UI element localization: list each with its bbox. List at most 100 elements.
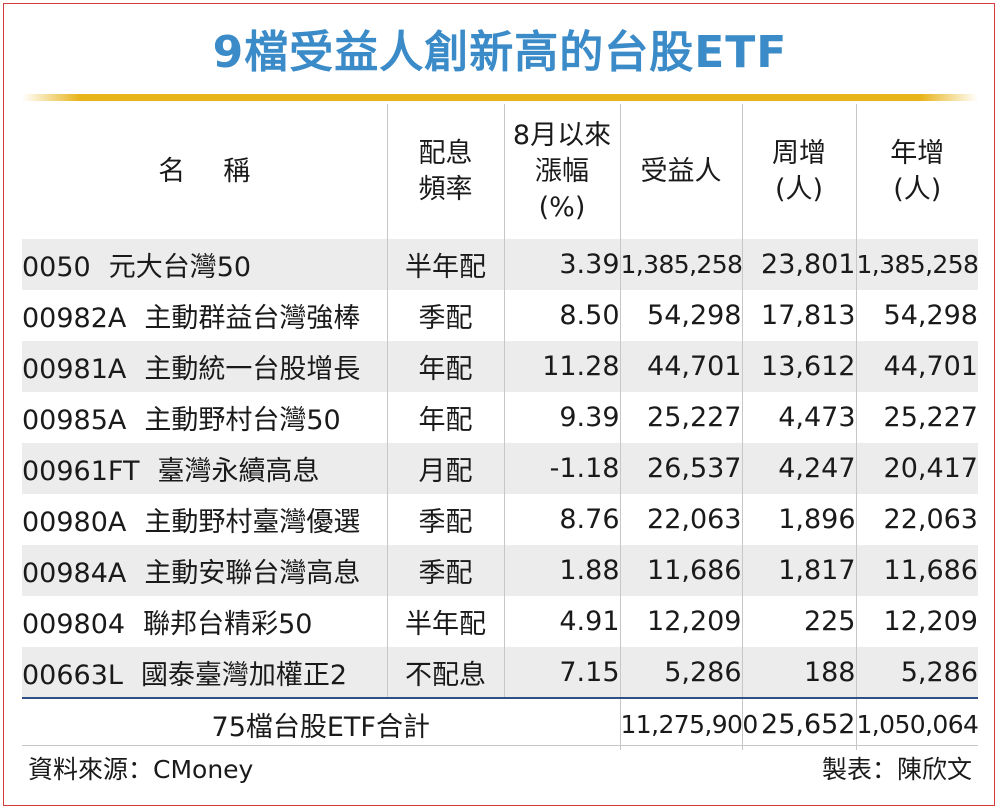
header-change-line1: 8月以來 bbox=[512, 119, 612, 151]
dividend-frequency: 年配 bbox=[387, 341, 505, 392]
yearly-increase: 5,286 bbox=[856, 647, 978, 698]
etf-name-cell: 00961FT 臺灣永續高息 bbox=[22, 443, 388, 494]
header-change: 8月以來 漲幅 (%) bbox=[504, 104, 621, 239]
yearly-increase: 11,686 bbox=[856, 545, 978, 596]
title-underline bbox=[22, 94, 978, 101]
etf-name: 主動安聯台灣高息 bbox=[144, 558, 361, 589]
header-yearly: 年增 (人) bbox=[856, 104, 978, 239]
etf-name: 聯邦台精彩50 bbox=[143, 609, 313, 640]
weekly-increase: 1,896 bbox=[742, 494, 857, 545]
yearly-increase: 44,701 bbox=[856, 341, 978, 392]
beneficiary-count: 26,537 bbox=[620, 443, 743, 494]
weekly-increase: 188 bbox=[742, 647, 857, 698]
footer-divider bbox=[22, 745, 978, 746]
beneficiary-count: 1,385,258 bbox=[620, 239, 743, 290]
table-header-row: 名稱 配息 頻率 8月以來 漲幅 (%) 受益人 周增 (人) 年增 (人) bbox=[22, 104, 978, 239]
header-frequency-line2: 頻率 bbox=[418, 173, 473, 205]
weekly-increase: 4,247 bbox=[742, 443, 857, 494]
etf-code: 00981A bbox=[22, 354, 127, 385]
etf-name-cell: 00982A 主動群益台灣強棒 bbox=[22, 290, 388, 341]
dividend-frequency: 季配 bbox=[387, 290, 505, 341]
etf-name-cell: 0050 元大台灣50 bbox=[22, 239, 388, 290]
price-change: 8.76 bbox=[504, 494, 621, 545]
yearly-increase: 12,209 bbox=[856, 596, 978, 647]
price-change: 11.28 bbox=[504, 341, 621, 392]
data-source: 資料來源：CMoney bbox=[28, 755, 254, 784]
etf-name: 元大台灣50 bbox=[108, 252, 252, 283]
beneficiary-count: 12,209 bbox=[620, 596, 743, 647]
table-row: 00982A 主動群益台灣強棒 季配 8.50 54,298 17,813 54,… bbox=[22, 290, 978, 341]
header-change-line3: (%) bbox=[538, 191, 586, 223]
price-change: -1.18 bbox=[504, 443, 621, 494]
page-title: 9檔受益人創新高的台股ETF bbox=[212, 27, 788, 78]
table-row: 00980A 主動野村臺灣優選 季配 8.76 22,063 1,896 22,0… bbox=[22, 494, 978, 545]
etf-code: 00982A bbox=[22, 303, 127, 334]
yearly-increase: 25,227 bbox=[856, 392, 978, 443]
table-row: 00985A 主動野村台灣50 年配 9.39 25,227 4,473 25,2… bbox=[22, 392, 978, 443]
table-row: 009804 聯邦台精彩50 半年配 4.91 12,209 225 12,209 bbox=[22, 596, 978, 647]
etf-code: 009804 bbox=[22, 609, 126, 640]
header-frequency-line1: 配息 bbox=[418, 137, 473, 169]
etf-name: 國泰臺灣加權正2 bbox=[140, 659, 348, 691]
dividend-frequency: 季配 bbox=[387, 545, 505, 596]
table-row: 00984A 主動安聯台灣高息 季配 1.88 11,686 1,817 11,6… bbox=[22, 545, 978, 596]
yearly-increase: 22,063 bbox=[856, 494, 978, 545]
header-weekly-line1: 周增 bbox=[772, 137, 826, 169]
weekly-increase: 4,473 bbox=[742, 392, 857, 443]
header-yearly-line2: (人) bbox=[893, 173, 942, 205]
beneficiary-count: 54,298 bbox=[620, 290, 743, 341]
total-row: 75檔台股ETF合計 11,275,900 25,652 1,050,064 bbox=[22, 697, 979, 750]
etf-table: 名稱 配息 頻率 8月以來 漲幅 (%) 受益人 周增 (人) 年增 (人) 0… bbox=[22, 104, 979, 750]
dividend-frequency: 季配 bbox=[387, 494, 505, 545]
header-frequency: 配息 頻率 bbox=[387, 104, 505, 239]
dividend-frequency: 半年配 bbox=[387, 596, 505, 647]
table-row: 0050 元大台灣50 半年配 3.39 1,385,258 23,801 1,3… bbox=[22, 239, 979, 290]
yearly-increase: 1,385,258 bbox=[856, 239, 979, 290]
price-change: 7.15 bbox=[504, 647, 621, 698]
dividend-frequency: 半年配 bbox=[387, 239, 505, 290]
etf-name: 主動群益台灣強棒 bbox=[144, 303, 361, 334]
beneficiary-count: 25,227 bbox=[620, 392, 743, 443]
etf-name: 臺灣永續高息 bbox=[157, 456, 320, 487]
beneficiary-count: 44,701 bbox=[620, 341, 743, 392]
etf-name-cell: 009804 聯邦台精彩50 bbox=[22, 596, 388, 647]
table-row: 00961FT 臺灣永續高息 月配 -1.18 26,537 4,247 20,4… bbox=[22, 443, 978, 494]
beneficiary-count: 11,686 bbox=[620, 545, 743, 596]
price-change: 9.39 bbox=[504, 392, 621, 443]
dividend-frequency: 年配 bbox=[387, 392, 505, 443]
etf-code: 00980A bbox=[22, 507, 127, 538]
weekly-increase: 17,813 bbox=[742, 290, 857, 341]
etf-name-cell: 00985A 主動野村台灣50 bbox=[22, 392, 388, 443]
total-beneficiaries: 11,275,900 bbox=[620, 697, 758, 750]
etf-code: 00984A bbox=[22, 558, 127, 589]
etf-code: 00985A bbox=[22, 405, 127, 436]
outer-frame bbox=[3, 3, 995, 806]
weekly-increase: 225 bbox=[742, 596, 857, 647]
etf-name: 主動統一台股增長 bbox=[144, 354, 361, 385]
beneficiary-count: 5,286 bbox=[620, 647, 743, 698]
dividend-frequency: 月配 bbox=[387, 443, 505, 494]
total-weekly-increase: 25,652 bbox=[742, 697, 857, 750]
etf-name-cell: 00663L 國泰臺灣加權正2 bbox=[22, 647, 388, 698]
etf-name: 主動野村臺灣優選 bbox=[144, 507, 361, 538]
price-change: 3.39 bbox=[504, 239, 621, 290]
header-yearly-line1: 年增 bbox=[890, 137, 945, 169]
yearly-increase: 54,298 bbox=[856, 290, 978, 341]
table-author: 製表：陳欣文 bbox=[821, 755, 972, 784]
price-change: 1.88 bbox=[504, 545, 621, 596]
table-row: 00981A 主動統一台股增長 年配 11.28 44,701 13,612 44… bbox=[22, 341, 978, 392]
price-change: 4.91 bbox=[504, 596, 621, 647]
dividend-frequency: 不配息 bbox=[387, 647, 505, 698]
table-row: 00663L 國泰臺灣加權正2 不配息 7.15 5,286 188 5,286 bbox=[22, 647, 978, 698]
weekly-increase: 13,612 bbox=[742, 341, 857, 392]
header-weekly-line2: (人) bbox=[774, 173, 824, 205]
beneficiary-count: 22,063 bbox=[620, 494, 743, 545]
weekly-increase: 1,817 bbox=[742, 545, 857, 596]
yearly-increase: 20,417 bbox=[856, 443, 978, 494]
etf-code: 00961FT bbox=[22, 456, 140, 487]
etf-name-cell: 00981A 主動統一台股增長 bbox=[22, 341, 388, 392]
price-change: 8.50 bbox=[504, 290, 621, 341]
header-beneficiaries: 受益人 bbox=[620, 104, 743, 239]
etf-code: 0050 bbox=[22, 252, 91, 283]
etf-name-cell: 00980A 主動野村臺灣優選 bbox=[22, 494, 388, 545]
